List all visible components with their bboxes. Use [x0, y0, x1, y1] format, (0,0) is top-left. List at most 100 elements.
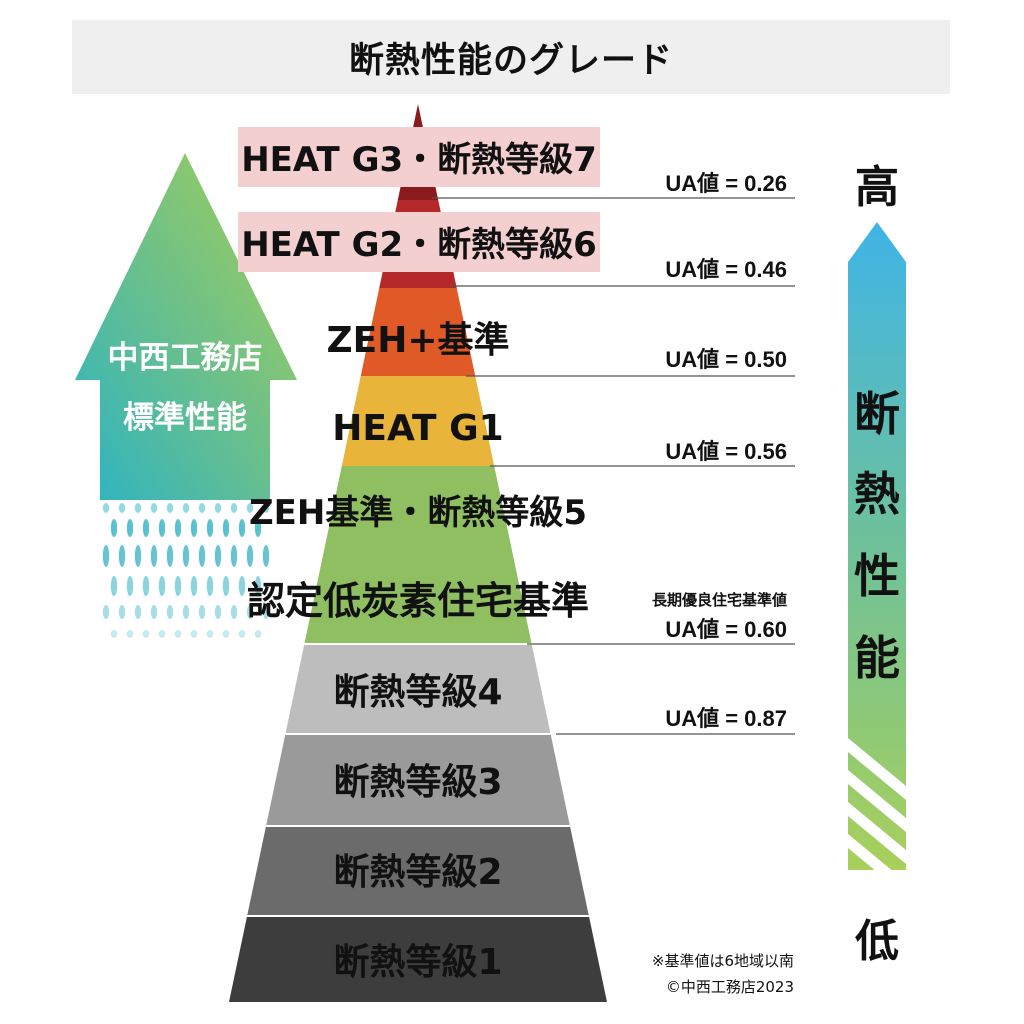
- fade-mark: [190, 630, 198, 638]
- fade-mark: [254, 576, 262, 596]
- fade-mark: [174, 576, 182, 596]
- fade-mark: [118, 545, 126, 567]
- fade-mark: [142, 576, 150, 596]
- fade-mark: [230, 545, 238, 567]
- title-bar: 断熱性能のグレード: [72, 20, 950, 94]
- tier-band-grade2: [229, 826, 607, 916]
- tier-label-grade2: 断熱等級2: [333, 852, 502, 893]
- left-arrow-line1: 中西工務店: [108, 340, 263, 376]
- fade-mark: [174, 630, 182, 638]
- performance-scale-arrow: 高 断 熱 性 能 低: [846, 162, 910, 967]
- fade-mark: [158, 630, 166, 638]
- left-arrow-fade-pattern: [102, 503, 270, 638]
- fade-mark: [102, 545, 110, 567]
- fade-mark: [102, 503, 110, 513]
- fade-mark: [222, 630, 230, 638]
- fade-mark: [246, 503, 254, 513]
- scale-arrow-body: [848, 222, 906, 870]
- fade-mark: [166, 605, 174, 619]
- fade-mark: [254, 630, 262, 638]
- scale-stripe: [848, 770, 906, 832]
- fade-mark: [142, 519, 150, 537]
- fade-mark: [182, 545, 190, 567]
- fade-mark: [166, 503, 174, 513]
- fade-mark: [118, 605, 126, 619]
- fade-mark: [134, 503, 142, 513]
- fade-mark: [110, 630, 118, 638]
- copyright-note: ©中西工務店2023: [666, 978, 794, 996]
- scale-arrow-end-mask: [846, 870, 910, 910]
- page-title: 断熱性能のグレード: [348, 40, 673, 81]
- fade-mark: [222, 519, 230, 537]
- fade-mark: [238, 519, 246, 537]
- fade-mark: [206, 630, 214, 638]
- fade-mark: [182, 503, 190, 513]
- fade-mark: [198, 503, 206, 513]
- tier-band-grade1: [229, 916, 607, 1002]
- fade-mark: [214, 545, 222, 567]
- fade-mark: [110, 519, 118, 537]
- fade-mark: [230, 503, 238, 513]
- fade-mark: [110, 576, 118, 596]
- fade-mark: [190, 519, 198, 537]
- fade-mark: [166, 545, 174, 567]
- fade-mark: [118, 503, 126, 513]
- fade-mark: [142, 630, 150, 638]
- fade-mark: [230, 605, 238, 619]
- fade-mark: [126, 630, 134, 638]
- tier-label-grade1: 断熱等級1: [333, 942, 502, 983]
- fade-mark: [262, 545, 270, 567]
- ua-value-056: UA値 = 0.56: [665, 439, 787, 464]
- fade-mark: [262, 605, 270, 619]
- ua-value-050: UA値 = 0.50: [665, 347, 787, 372]
- fade-mark: [238, 630, 246, 638]
- fade-mark: [254, 519, 262, 537]
- tier-highlight-g3: [238, 127, 600, 187]
- fade-mark: [246, 605, 254, 619]
- scale-char-3: 性: [854, 549, 900, 603]
- fade-mark: [126, 519, 134, 537]
- scale-char-1: 断: [854, 387, 900, 441]
- scale-char-2: 熱: [854, 467, 900, 521]
- tier-highlight-g2: [238, 212, 600, 272]
- fade-mark: [262, 503, 270, 513]
- tier-label-grade4: 断熱等級4: [333, 672, 502, 713]
- scale-stripe: [848, 802, 906, 864]
- tier-band-grade3: [229, 734, 607, 826]
- fade-mark: [182, 605, 190, 619]
- ua-value-markers: UA値 = 0.26 UA値 = 0.46 UA値 = 0.50 UA値 = 0…: [432, 171, 795, 735]
- scale-low-label: 低: [855, 916, 899, 967]
- ua-value-060: UA値 = 0.60: [665, 617, 787, 642]
- fade-mark: [206, 576, 214, 596]
- ua-value-087: UA値 = 0.87: [665, 706, 787, 731]
- fade-mark: [238, 576, 246, 596]
- scale-stripe: [848, 738, 906, 800]
- scale-char-4: 能: [854, 631, 900, 685]
- tier-label-low-carbon: 認定低炭素住宅基準: [247, 579, 589, 623]
- tier-label-g2: HEAT G2・断熱等級6: [241, 225, 597, 265]
- fade-mark: [190, 576, 198, 596]
- tier-label-heat-g1: HEAT G1: [332, 408, 503, 449]
- fade-mark: [214, 605, 222, 619]
- left-arrow-body: [75, 153, 297, 500]
- fade-mark: [126, 576, 134, 596]
- fade-mark: [150, 545, 158, 567]
- fade-mark: [158, 576, 166, 596]
- fade-mark: [134, 605, 142, 619]
- fade-mark: [134, 545, 142, 567]
- fade-mark: [214, 503, 222, 513]
- tier-label-grade3: 断熱等級3: [333, 762, 502, 803]
- fade-mark: [198, 545, 206, 567]
- fade-mark: [222, 576, 230, 596]
- fade-mark: [150, 605, 158, 619]
- tier-label-zeh-plus: ZEH+基準: [327, 320, 510, 361]
- fade-mark: [198, 605, 206, 619]
- tier-label-g3: HEAT G3・断熱等級7: [241, 140, 597, 180]
- fade-mark: [174, 519, 182, 537]
- fade-mark: [158, 519, 166, 537]
- fade-mark: [102, 605, 110, 619]
- ua-value-046: UA値 = 0.46: [665, 257, 787, 282]
- standard-performance-arrow: 中西工務店 標準性能: [75, 153, 297, 638]
- fade-mark: [150, 503, 158, 513]
